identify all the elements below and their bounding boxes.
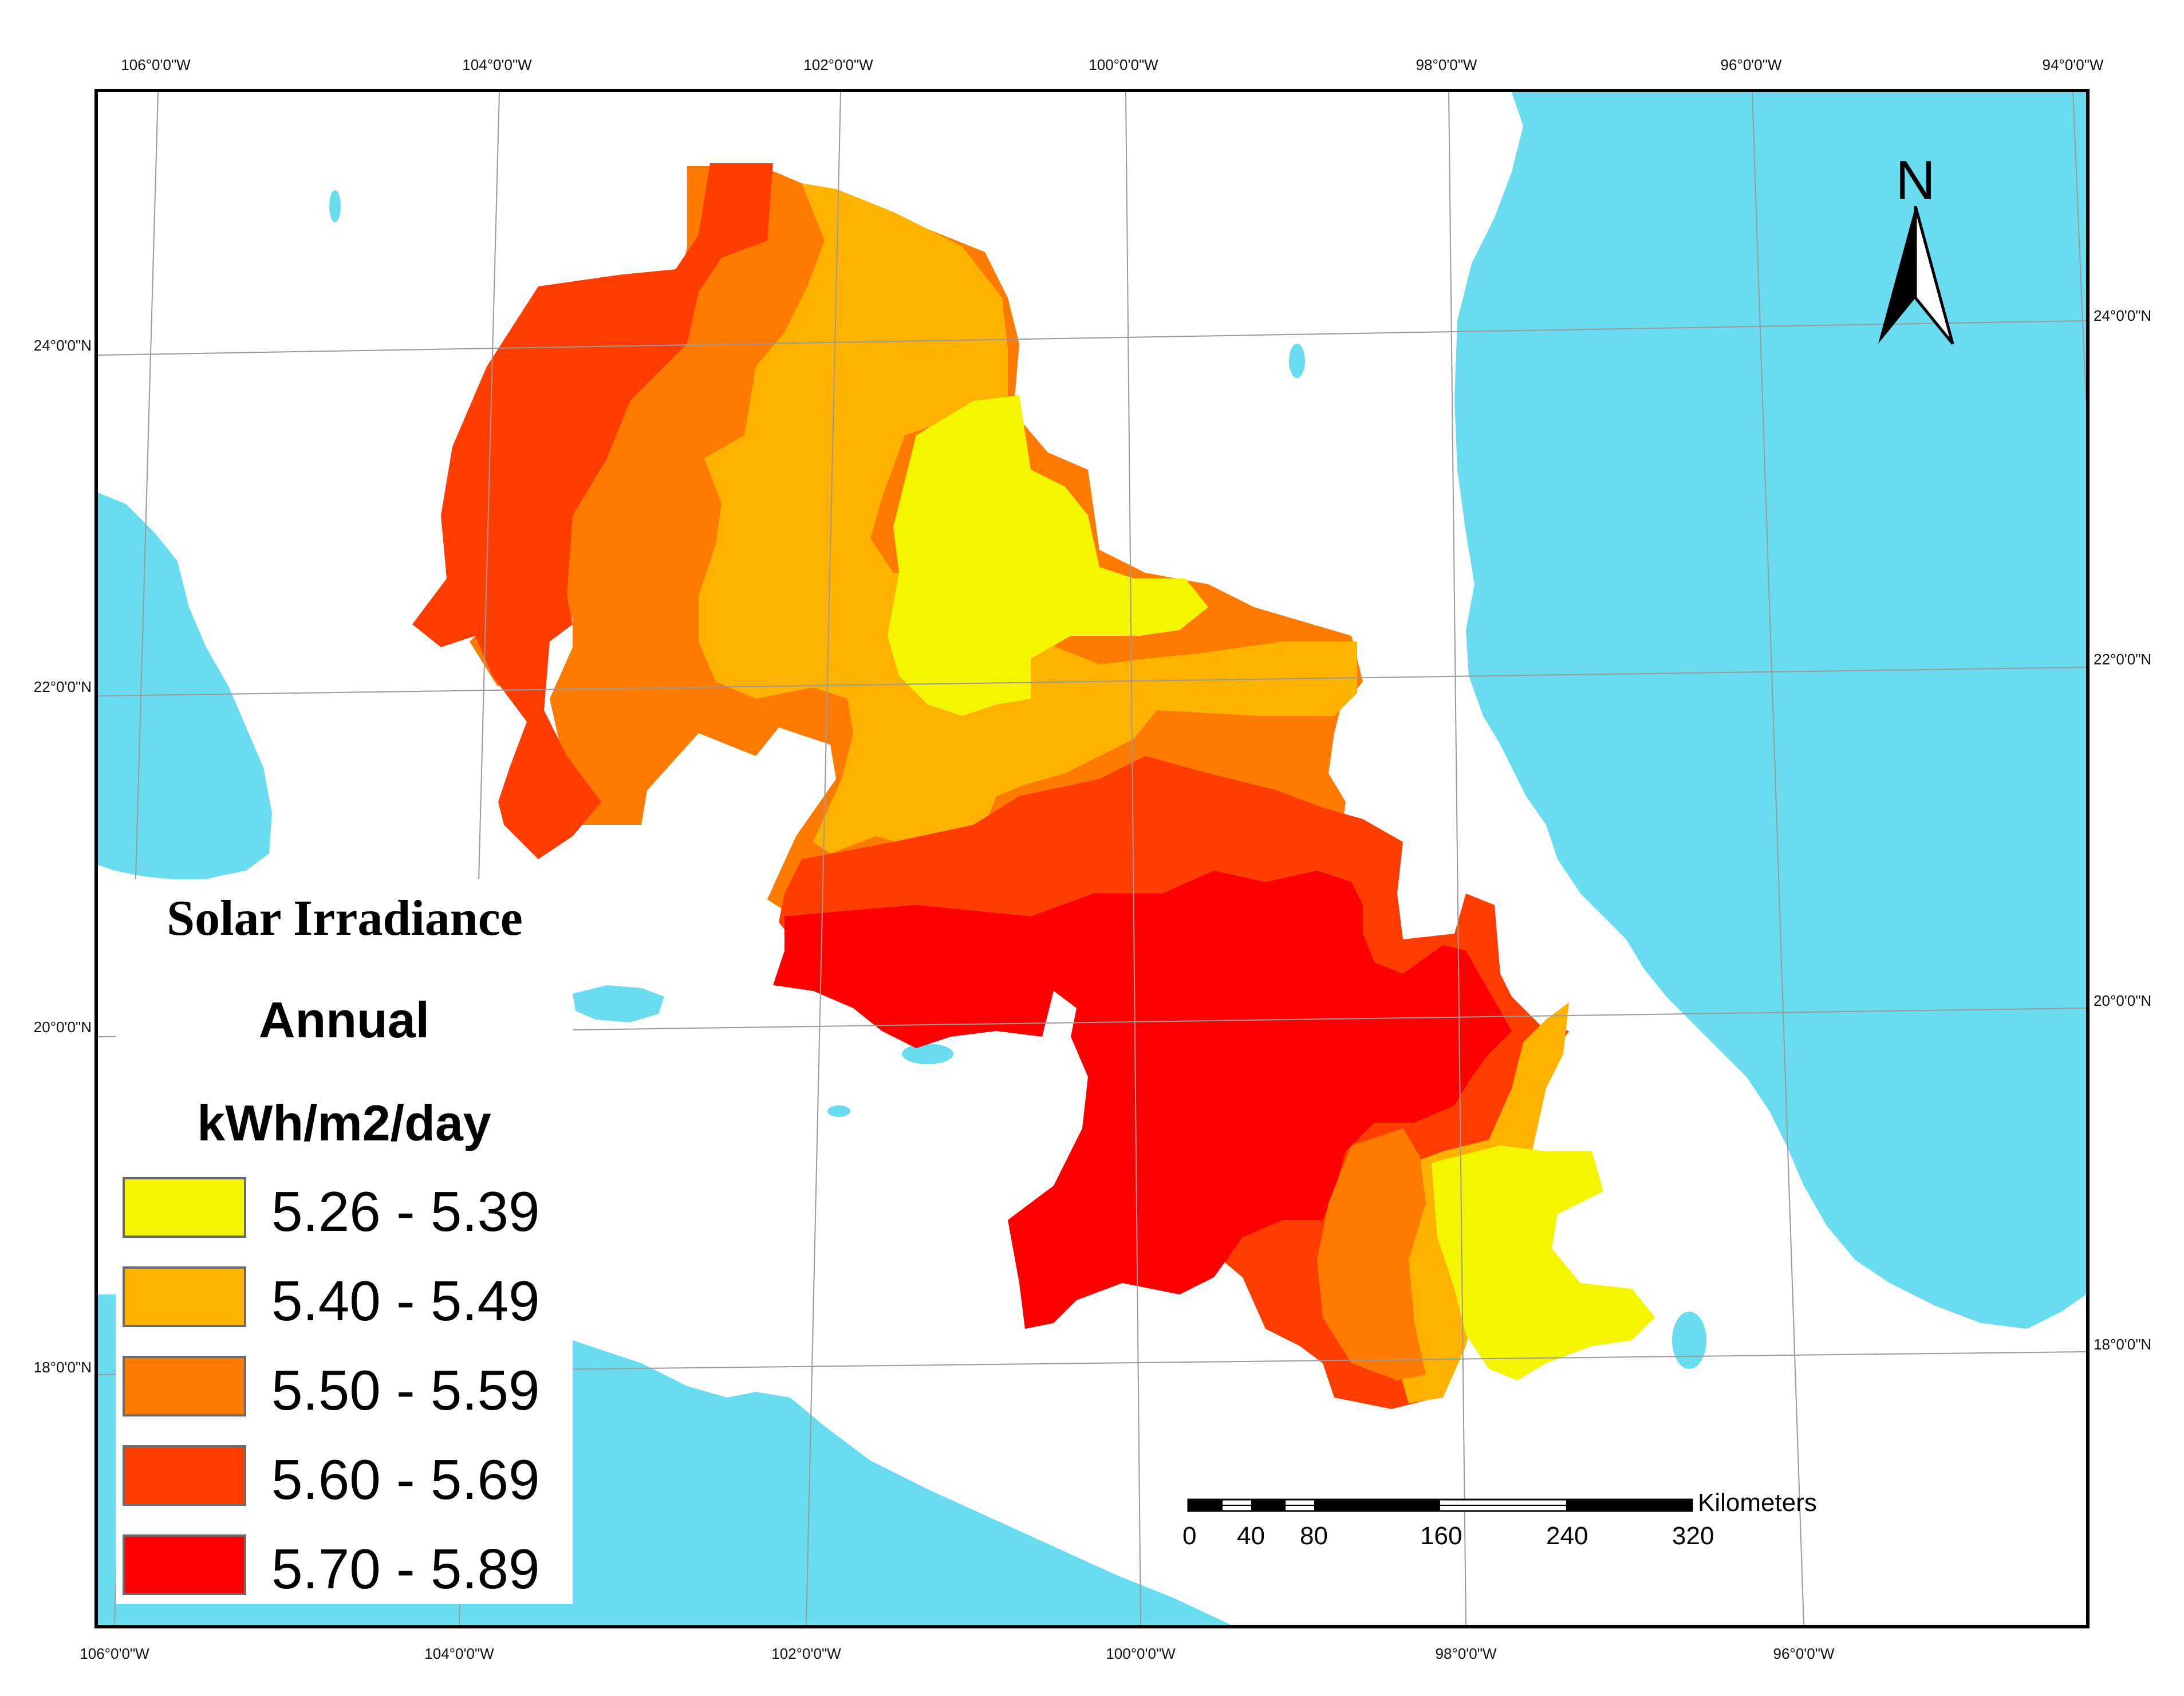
legend-swatch (123, 1534, 246, 1595)
scale-unit-label: Kilometers (1698, 1489, 1817, 1517)
scale-tick-label: 80 (1300, 1522, 1328, 1550)
legend-swatch (123, 1266, 246, 1327)
pacific-ocean-west-water (98, 493, 272, 882)
top-longitude-label: 106°0'0"W (121, 56, 191, 73)
legend-item: 5.26 - 5.39 (123, 1177, 569, 1243)
left-latitude-label: 20°0'0"N (34, 1018, 92, 1036)
legend-swatch (123, 1177, 246, 1238)
legend-range-label: 5.60 - 5.69 (271, 1448, 540, 1511)
bottom-longitude-label: 96°0'0"W (1773, 1645, 1835, 1662)
north-arrow-icon (1878, 206, 1954, 345)
small-lake (329, 190, 341, 222)
north-arrow-label: N (1895, 149, 1935, 211)
gulf-of-mexico-water (1454, 92, 2086, 1329)
legend-item: 5.60 - 5.69 (123, 1445, 569, 1511)
scale-tick-label: 160 (1420, 1522, 1462, 1550)
legend-unit: kWh/m2/day (197, 1095, 491, 1151)
small-lake (902, 1044, 953, 1064)
top-longitude-label: 102°0'0"W (803, 56, 873, 73)
irradiance-zone-5.40-5.49 (699, 183, 1357, 853)
scale-tick-label: 240 (1546, 1522, 1588, 1550)
small-lake (1672, 1312, 1706, 1369)
left-latitude-label: 18°0'0"N (34, 1359, 92, 1376)
legend-range-label: 5.40 - 5.49 (271, 1269, 540, 1332)
north-arrow: N (1867, 149, 1964, 355)
bottom-longitude-label: 100°0'0"W (1106, 1645, 1176, 1662)
top-longitude-label: 104°0'0"W (462, 56, 532, 73)
legend-swatch (123, 1356, 246, 1416)
top-longitude-label: 96°0'0"W (1721, 56, 1782, 73)
irradiance-zone-5.26-5.39 (888, 395, 1208, 716)
left-latitude-label: 22°0'0"N (34, 678, 92, 695)
right-latitude-label: 22°0'0"N (2094, 651, 2151, 668)
right-latitude-label: 18°0'0"N (2094, 1336, 2151, 1353)
right-latitude-label: 24°0'0"N (2094, 307, 2151, 324)
top-longitude-label: 94°0'0"W (2043, 56, 2104, 73)
scale-tick-label: 40 (1237, 1522, 1265, 1550)
small-lake (1289, 344, 1305, 378)
left-latitude-label: 24°0'0"N (34, 337, 92, 354)
bottom-longitude-label: 106°0'0"W (80, 1645, 149, 1662)
right-latitude-label: 20°0'0"N (2094, 992, 2151, 1009)
legend-range-label: 5.26 - 5.39 (271, 1180, 540, 1243)
legend-item: 5.70 - 5.89 (123, 1534, 569, 1600)
irradiance-zone-5.60-5.69 (412, 163, 773, 859)
lake-chapala (573, 985, 664, 1022)
legend-item: 5.40 - 5.49 (123, 1266, 569, 1332)
top-longitude-label: 100°0'0"W (1089, 56, 1158, 73)
bottom-longitude-label: 98°0'0"W (1436, 1645, 1497, 1662)
scale-bar: Kilometers 0 40 80 160 240 320 (1182, 1489, 1817, 1550)
scale-tick-label: 320 (1672, 1522, 1714, 1550)
irradiance-zone-5.70-5.89 (773, 871, 1512, 1329)
legend-swatch (123, 1445, 246, 1506)
legend-item: 5.50 - 5.59 (123, 1356, 569, 1422)
irradiance-zone-5.26-5.39-southeast (1432, 1146, 1655, 1380)
legend-range-label: 5.50 - 5.59 (271, 1359, 540, 1422)
bottom-longitude-label: 104°0'0"W (424, 1645, 494, 1662)
bottom-longitude-label: 102°0'0"W (771, 1645, 841, 1662)
legend-title: Solar Irradiance (167, 891, 523, 946)
legend-range-label: 5.70 - 5.89 (271, 1537, 540, 1600)
legend: Solar Irradiance Annual kWh/m2/day 5.26 … (116, 879, 573, 1604)
irradiance-zone-5.50-5.59-east (1317, 1128, 1426, 1380)
small-lake (827, 1105, 850, 1117)
scale-tick-label: 0 (1182, 1522, 1196, 1550)
top-longitude-label: 98°0'0"W (1416, 56, 1477, 73)
legend-period: Annual (258, 991, 430, 1048)
